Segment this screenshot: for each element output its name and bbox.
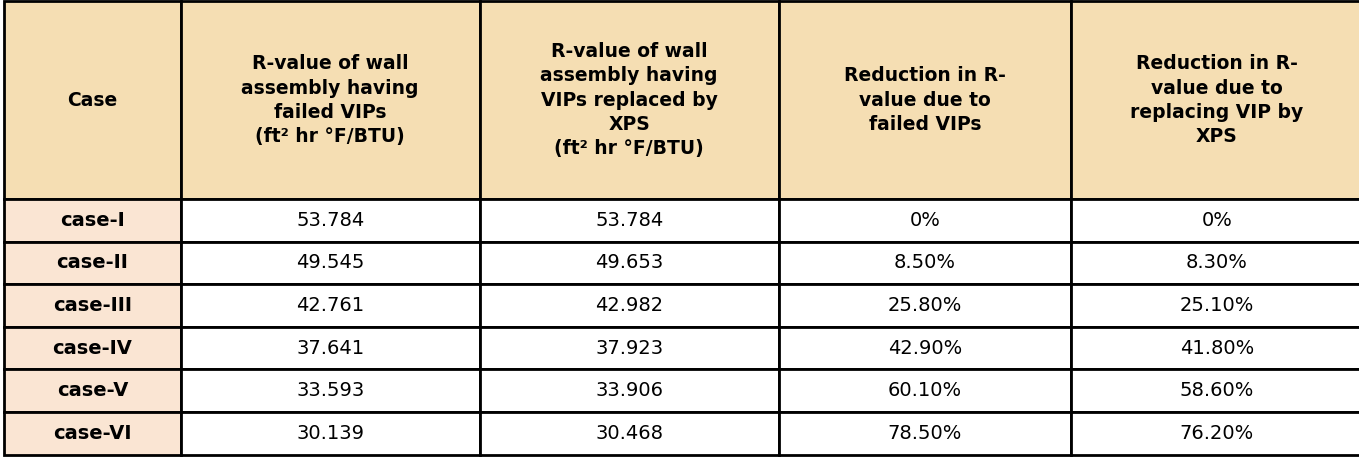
Polygon shape: [1071, 412, 1359, 455]
Text: R-value of wall
assembly having
failed VIPs
(ft² hr °F/BTU): R-value of wall assembly having failed V…: [242, 54, 419, 146]
Polygon shape: [480, 327, 779, 369]
Polygon shape: [181, 242, 480, 284]
Text: 53.784: 53.784: [296, 211, 364, 230]
Polygon shape: [4, 199, 181, 242]
Text: 76.20%: 76.20%: [1180, 424, 1254, 443]
Polygon shape: [1071, 1, 1359, 199]
Text: 60.10%: 60.10%: [887, 381, 962, 400]
Text: 30.468: 30.468: [595, 424, 663, 443]
Polygon shape: [181, 327, 480, 369]
Polygon shape: [480, 369, 779, 412]
Polygon shape: [4, 412, 181, 455]
Text: Reduction in R-
value due to
failed VIPs: Reduction in R- value due to failed VIPs: [844, 66, 1006, 134]
Polygon shape: [181, 369, 480, 412]
Text: Case: Case: [68, 91, 117, 110]
Text: 8.30%: 8.30%: [1186, 253, 1248, 272]
Text: 49.653: 49.653: [595, 253, 663, 272]
Polygon shape: [779, 199, 1071, 242]
Polygon shape: [181, 199, 480, 242]
Text: 8.50%: 8.50%: [894, 253, 955, 272]
Polygon shape: [4, 327, 181, 369]
Text: 78.50%: 78.50%: [887, 424, 962, 443]
Polygon shape: [1071, 369, 1359, 412]
Text: case-III: case-III: [53, 296, 132, 315]
Polygon shape: [779, 242, 1071, 284]
Text: case-I: case-I: [60, 211, 125, 230]
Text: 33.593: 33.593: [296, 381, 364, 400]
Polygon shape: [480, 1, 779, 199]
Polygon shape: [4, 1, 181, 199]
Text: 0%: 0%: [909, 211, 940, 230]
Text: 25.80%: 25.80%: [887, 296, 962, 315]
Text: Reduction in R-
value due to
replacing VIP by
XPS: Reduction in R- value due to replacing V…: [1131, 54, 1303, 146]
Text: 37.923: 37.923: [595, 339, 663, 358]
Polygon shape: [480, 242, 779, 284]
Polygon shape: [1071, 327, 1359, 369]
Polygon shape: [181, 1, 480, 199]
Text: 42.90%: 42.90%: [887, 339, 962, 358]
Polygon shape: [4, 284, 181, 327]
Text: R-value of wall
assembly having
VIPs replaced by
XPS
(ft² hr °F/BTU): R-value of wall assembly having VIPs rep…: [541, 42, 718, 158]
Text: 0%: 0%: [1201, 211, 1233, 230]
Text: 53.784: 53.784: [595, 211, 663, 230]
Polygon shape: [779, 284, 1071, 327]
Text: 42.761: 42.761: [296, 296, 364, 315]
Polygon shape: [779, 412, 1071, 455]
Text: 37.641: 37.641: [296, 339, 364, 358]
Text: case-V: case-V: [57, 381, 128, 400]
Polygon shape: [181, 412, 480, 455]
Text: 25.10%: 25.10%: [1180, 296, 1254, 315]
Text: 49.545: 49.545: [296, 253, 364, 272]
Polygon shape: [1071, 199, 1359, 242]
Text: 58.60%: 58.60%: [1180, 381, 1254, 400]
Text: 41.80%: 41.80%: [1180, 339, 1254, 358]
Text: 30.139: 30.139: [296, 424, 364, 443]
Polygon shape: [480, 284, 779, 327]
Polygon shape: [4, 369, 181, 412]
Polygon shape: [779, 369, 1071, 412]
Text: case-IV: case-IV: [53, 339, 132, 358]
Text: case-VI: case-VI: [53, 424, 132, 443]
Polygon shape: [181, 284, 480, 327]
Polygon shape: [4, 242, 181, 284]
Polygon shape: [480, 199, 779, 242]
Text: 33.906: 33.906: [595, 381, 663, 400]
Polygon shape: [779, 1, 1071, 199]
Text: 42.982: 42.982: [595, 296, 663, 315]
Polygon shape: [779, 327, 1071, 369]
Polygon shape: [480, 412, 779, 455]
Polygon shape: [1071, 242, 1359, 284]
Text: case-II: case-II: [57, 253, 128, 272]
Polygon shape: [1071, 284, 1359, 327]
